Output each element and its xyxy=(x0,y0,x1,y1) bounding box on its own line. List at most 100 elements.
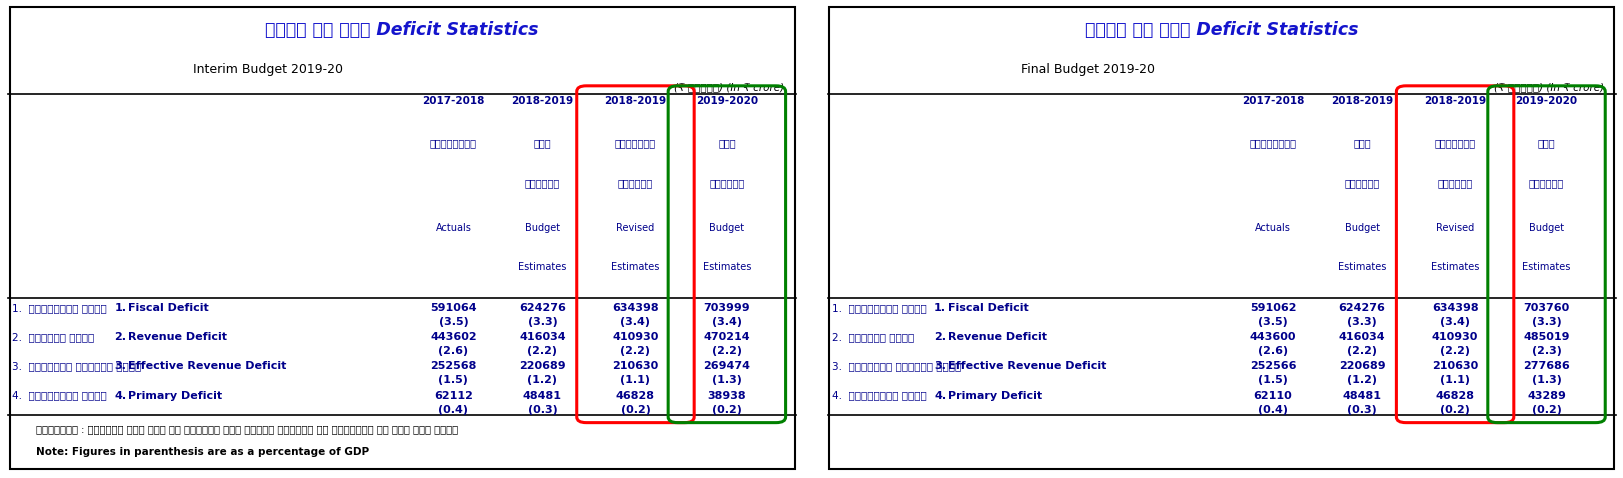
Text: 624276: 624276 xyxy=(1337,303,1384,313)
Text: 485019: 485019 xyxy=(1522,332,1569,342)
Text: 443600: 443600 xyxy=(1250,332,1295,342)
Text: 703760: 703760 xyxy=(1522,303,1569,313)
Text: संशोधित: संशोधित xyxy=(615,138,656,148)
Text: Budget: Budget xyxy=(524,223,560,233)
Text: Revised: Revised xyxy=(1435,223,1474,233)
Text: (3.3): (3.3) xyxy=(1530,317,1560,327)
Text: 4.: 4. xyxy=(933,391,946,401)
Text: 2.: 2. xyxy=(115,332,127,342)
Text: 1.  राजकोषीय घाटा: 1. राजकोषीय घाटा xyxy=(11,303,107,313)
Text: 38938: 38938 xyxy=(708,391,745,401)
Text: 252568: 252568 xyxy=(430,361,476,371)
Text: 210630: 210630 xyxy=(612,361,659,371)
Text: 48481: 48481 xyxy=(523,391,562,401)
Text: 210630: 210630 xyxy=(1431,361,1477,371)
Text: 2018-2019: 2018-2019 xyxy=(1423,96,1485,106)
Text: 277686: 277686 xyxy=(1522,361,1569,371)
Text: 2.  राजस्व घाटा: 2. राजस्व घाटा xyxy=(831,332,914,342)
Text: Budget: Budget xyxy=(1344,223,1380,233)
Text: Estimates: Estimates xyxy=(703,262,750,272)
Text: Estimates: Estimates xyxy=(1521,262,1569,272)
Text: (3.5): (3.5) xyxy=(438,317,467,327)
Text: (1.1): (1.1) xyxy=(1440,375,1469,385)
Text: Revenue Deficit: Revenue Deficit xyxy=(946,332,1045,342)
Text: 470214: 470214 xyxy=(703,332,750,342)
Text: 591062: 591062 xyxy=(1250,303,1295,313)
Text: 1.: 1. xyxy=(933,303,946,313)
Text: (3.5): (3.5) xyxy=(1258,317,1287,327)
Text: 220689: 220689 xyxy=(519,361,565,371)
Text: 416034: 416034 xyxy=(1337,332,1384,342)
Text: (3.3): (3.3) xyxy=(1347,317,1376,327)
Text: 410930: 410930 xyxy=(612,332,659,342)
Text: 2017-2018: 2017-2018 xyxy=(1242,96,1303,106)
Text: अनुमान: अनुमान xyxy=(1436,178,1472,188)
Text: (2.2): (2.2) xyxy=(620,346,651,356)
Text: Final Budget 2019-20: Final Budget 2019-20 xyxy=(1021,64,1154,76)
Text: (2.2): (2.2) xyxy=(711,346,742,356)
Text: अनुमान: अनुमान xyxy=(709,178,743,188)
Text: (1.2): (1.2) xyxy=(1345,375,1376,385)
Text: (1.3): (1.3) xyxy=(1530,375,1560,385)
Text: (2.6): (2.6) xyxy=(438,346,467,356)
Text: 46828: 46828 xyxy=(1435,391,1474,401)
Text: (1.5): (1.5) xyxy=(438,375,467,385)
Text: Revenue Deficit: Revenue Deficit xyxy=(128,332,227,342)
Text: (3.4): (3.4) xyxy=(620,317,651,327)
Text: Effective Revenue Deficit: Effective Revenue Deficit xyxy=(946,361,1105,371)
Text: बजट: बजट xyxy=(1352,138,1370,148)
Text: अनुमान: अनुमान xyxy=(1344,178,1380,188)
Text: 624276: 624276 xyxy=(519,303,565,313)
Text: 2.  राजस्व घाटा: 2. राजस्व घाटा xyxy=(11,332,94,342)
Text: 4.  प्राथमिक घाटा: 4. प्राथमिक घाटा xyxy=(831,391,925,401)
Text: 3.: 3. xyxy=(933,361,946,371)
Text: 2018-2019: 2018-2019 xyxy=(511,96,573,106)
Text: Estimates: Estimates xyxy=(610,262,659,272)
Text: Revised: Revised xyxy=(617,223,654,233)
Text: (1.2): (1.2) xyxy=(527,375,557,385)
Text: Budget: Budget xyxy=(709,223,743,233)
Text: 62110: 62110 xyxy=(1253,391,1292,401)
Text: अनुमान: अनुमान xyxy=(617,178,652,188)
Text: Fiscal Deficit: Fiscal Deficit xyxy=(128,303,208,313)
Text: अनुमान: अनुमान xyxy=(1527,178,1563,188)
Text: (1.1): (1.1) xyxy=(620,375,651,385)
Text: 703999: 703999 xyxy=(703,303,750,313)
Text: (2.2): (2.2) xyxy=(1345,346,1376,356)
Text: 1.  राजकोषीय घाटा: 1. राजकोषीय घाटा xyxy=(831,303,925,313)
Text: (2.3): (2.3) xyxy=(1530,346,1560,356)
Text: वास्तविक: वास्तविक xyxy=(1248,138,1295,148)
Text: 634398: 634398 xyxy=(1431,303,1477,313)
Text: (1.5): (1.5) xyxy=(1258,375,1287,385)
Text: Estimates: Estimates xyxy=(1430,262,1479,272)
Text: (0.2): (0.2) xyxy=(1530,405,1560,415)
Text: (0.3): (0.3) xyxy=(527,405,557,415)
Text: Note: Figures in parenthesis are as a percentage of GDP: Note: Figures in parenthesis are as a pe… xyxy=(36,447,368,457)
Text: 3.: 3. xyxy=(115,361,127,371)
Text: 410930: 410930 xyxy=(1431,332,1477,342)
Text: 443602: 443602 xyxy=(430,332,477,342)
Text: (0.3): (0.3) xyxy=(1347,405,1376,415)
Text: बजट: बजट xyxy=(534,138,550,148)
Text: 269474: 269474 xyxy=(703,361,750,371)
Text: 4.  प्राथमिक घाटा: 4. प्राथमिक घाटा xyxy=(11,391,107,401)
Text: वास्तविक: वास्तविक xyxy=(430,138,477,148)
Text: (1.3): (1.3) xyxy=(711,375,742,385)
Text: (0.2): (0.2) xyxy=(711,405,742,415)
Text: संशोधित: संशोधित xyxy=(1433,138,1475,148)
Text: अनुमान: अनुमान xyxy=(524,178,560,188)
Text: Estimates: Estimates xyxy=(1337,262,1386,272)
Text: 2019-2020: 2019-2020 xyxy=(695,96,758,106)
Text: (2.6): (2.6) xyxy=(1258,346,1287,356)
Text: Primary Deficit: Primary Deficit xyxy=(128,391,222,401)
Text: Actuals: Actuals xyxy=(435,223,471,233)
Text: Fiscal Deficit: Fiscal Deficit xyxy=(946,303,1027,313)
Text: 62112: 62112 xyxy=(433,391,472,401)
Text: (0.4): (0.4) xyxy=(438,405,467,415)
Text: 4.: 4. xyxy=(115,391,127,401)
Text: Interim Budget 2019-20: Interim Budget 2019-20 xyxy=(193,64,342,76)
Text: (₹ करोड़) (In ₹ crore): (₹ करोड़) (In ₹ crore) xyxy=(674,82,784,92)
Text: (0.2): (0.2) xyxy=(1440,405,1469,415)
Text: Primary Deficit: Primary Deficit xyxy=(946,391,1040,401)
Text: (0.2): (0.2) xyxy=(620,405,649,415)
